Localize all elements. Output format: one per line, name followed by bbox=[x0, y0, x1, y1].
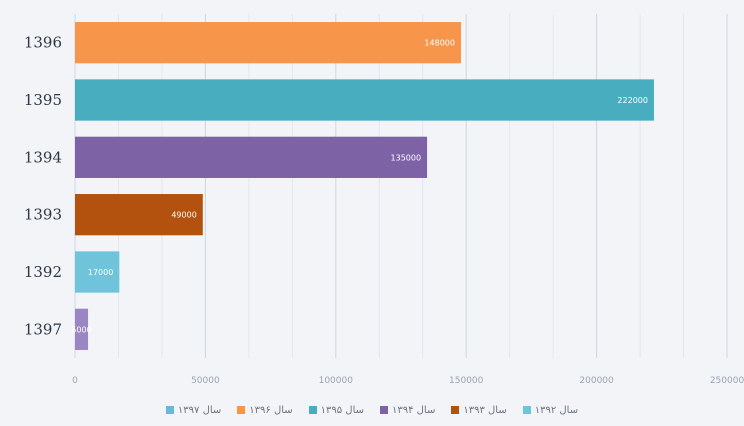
bar bbox=[75, 22, 461, 64]
legend-label: سال ۱۳۹۲ bbox=[534, 404, 579, 416]
legend-label: سال ۱۳۹۷ bbox=[177, 404, 222, 416]
y-category-label: 1397 bbox=[24, 320, 62, 338]
y-category-label: 1396 bbox=[24, 34, 62, 52]
bar bbox=[75, 79, 654, 121]
x-tick-label: 250000 bbox=[710, 376, 744, 386]
bar-chart: 0 50000 100000 150000 200000 250000 1396 148000… bbox=[24, 14, 744, 386]
bar bbox=[75, 194, 203, 236]
y-category-label: 1394 bbox=[24, 148, 62, 166]
y-category-label: 1392 bbox=[24, 263, 62, 281]
legend-swatch bbox=[165, 406, 174, 414]
legend-item[interactable]: سال ۱۳۹۷ bbox=[165, 404, 222, 416]
x-tick-label: 200000 bbox=[579, 376, 614, 386]
legend-label: سال ۱۳۹۶ bbox=[249, 404, 293, 416]
legend-label: سال ۱۳۹۵ bbox=[320, 404, 364, 416]
bar-value-label: 148000 bbox=[424, 39, 455, 48]
legend-item[interactable]: سال ۱۳۹۶ bbox=[237, 404, 293, 416]
x-tick-label: 50000 bbox=[191, 376, 220, 386]
x-tick-label: 0 bbox=[72, 376, 78, 386]
x-tick-label: 100000 bbox=[319, 376, 354, 386]
legend-label: سال ۱۳۹۳ bbox=[463, 404, 507, 416]
legend-item[interactable]: سال ۱۳۹۵ bbox=[308, 404, 364, 416]
bar-value-label: 222000 bbox=[617, 96, 648, 105]
bar bbox=[75, 136, 428, 178]
bar bbox=[75, 251, 120, 293]
bar bbox=[75, 308, 89, 350]
legend-item[interactable]: سال ۱۳۹۲ bbox=[522, 404, 579, 416]
legend-swatch bbox=[451, 406, 460, 414]
y-category-label: 1393 bbox=[24, 206, 62, 224]
legend-item[interactable]: سال ۱۳۹۴ bbox=[380, 405, 435, 416]
legend-swatch bbox=[380, 406, 388, 414]
bar-value-label: 17000 bbox=[88, 268, 113, 277]
legend-label: سال ۱۳۹۴ bbox=[392, 404, 436, 416]
y-category-label: 1395 bbox=[24, 91, 62, 109]
bar-value-label: 135000 bbox=[391, 153, 422, 162]
legend-item[interactable]: سال ۱۳۹۳ bbox=[451, 404, 507, 416]
legend-swatch bbox=[308, 406, 317, 414]
bar-value-label: 49000 bbox=[171, 211, 196, 220]
x-tick-label: 150000 bbox=[449, 376, 484, 386]
chart-legend: سال ۱۳۹۷ سال ۱۳۹۶ سال ۱۳۹۵ سال ۱۳۹۴ سال … bbox=[0, 400, 744, 420]
legend-swatch bbox=[237, 406, 246, 414]
bar-value-label: 5000 bbox=[71, 325, 91, 334]
legend-swatch bbox=[522, 406, 531, 414]
